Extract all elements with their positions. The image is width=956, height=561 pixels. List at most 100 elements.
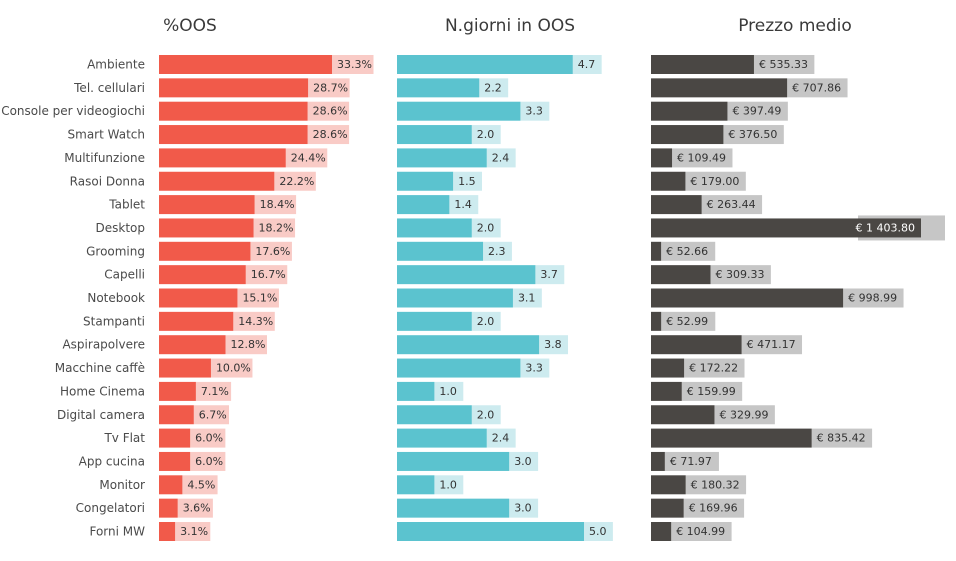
value-label-n-giorni-in-oos-desktop: 2.0 bbox=[477, 221, 495, 234]
label-bg-oos-tel-cellulari bbox=[308, 78, 350, 98]
bar-prezzo-medio-tel-cellulari bbox=[651, 78, 788, 98]
label-bg-n-giorni-in-oos-console-per-videogiochi bbox=[520, 101, 550, 121]
value-label-prezzo-medio-tv-flat: € 835.42 bbox=[817, 432, 866, 445]
label-bg-oos-digital-camera bbox=[193, 405, 230, 425]
value-label-prezzo-medio-digital-camera: € 329.99 bbox=[719, 408, 768, 421]
label-bg-oos-aspirapolvere bbox=[225, 335, 267, 355]
label-bg-oos-grooming bbox=[250, 241, 292, 261]
value-label-prezzo-medio-capelli: € 309.33 bbox=[715, 268, 764, 281]
label-bg-n-giorni-in-oos-digital-camera bbox=[471, 405, 501, 425]
value-label-oos-monitor: 4.5% bbox=[187, 478, 215, 491]
label-bg-prezzo-medio-multifunzione bbox=[672, 148, 733, 168]
label-bg-prezzo-medio-congelatori bbox=[683, 498, 745, 518]
value-label-oos-ambiente: 33.3% bbox=[337, 58, 372, 71]
bar-n-giorni-in-oos-console-per-videogiochi bbox=[397, 101, 521, 121]
value-label-oos-digital-camera: 6.7% bbox=[199, 408, 227, 421]
bar-n-giorni-in-oos-app-cucina bbox=[397, 451, 510, 471]
bar-n-giorni-in-oos-grooming bbox=[397, 241, 484, 261]
label-bg-n-giorni-in-oos-congelatori bbox=[509, 498, 539, 518]
category-label-console-per-videogiochi: Console per videogiochi bbox=[1, 104, 145, 118]
value-label-oos-capelli: 16.7% bbox=[251, 268, 286, 281]
bar-oos-capelli bbox=[159, 265, 246, 285]
value-label-oos-app-cucina: 6.0% bbox=[195, 455, 223, 468]
value-label-prezzo-medio-console-per-videogiochi: € 397.49 bbox=[732, 105, 781, 118]
label-bg-prezzo-medio-console-per-videogiochi bbox=[727, 101, 788, 121]
category-label-desktop: Desktop bbox=[96, 221, 146, 235]
label-bg-oos-notebook bbox=[237, 288, 279, 308]
bar-n-giorni-in-oos-forni-mw bbox=[397, 522, 584, 541]
value-label-oos-macchine-caffe: 10.0% bbox=[216, 362, 251, 375]
bar-n-giorni-in-oos-monitor bbox=[397, 475, 435, 495]
label-bg-prezzo-medio-app-cucina bbox=[664, 451, 719, 471]
category-label-tablet: Tablet bbox=[108, 198, 145, 212]
bar-n-giorni-in-oos-smart-watch bbox=[397, 125, 472, 145]
label-bg-prezzo-medio-home-cinema bbox=[681, 381, 743, 401]
value-label-oos-aspirapolvere: 12.8% bbox=[230, 338, 265, 351]
value-label-oos-tablet: 18.4% bbox=[260, 198, 295, 211]
bar-oos-digital-camera bbox=[159, 405, 194, 425]
category-label-tv-flat: Tv Flat bbox=[103, 431, 145, 445]
label-bg-n-giorni-in-oos-tel-cellulari bbox=[479, 78, 509, 98]
bar-prezzo-medio-aspirapolvere bbox=[651, 335, 742, 355]
label-bg-n-giorni-in-oos-notebook bbox=[512, 288, 542, 308]
value-label-n-giorni-in-oos-forni-mw: 5.0 bbox=[589, 525, 607, 538]
label-bg-n-giorni-in-oos-aspirapolvere bbox=[539, 335, 569, 355]
bar-prezzo-medio-smart-watch bbox=[651, 125, 724, 145]
label-bg-oos-console-per-videogiochi bbox=[307, 101, 350, 121]
bar-oos-desktop bbox=[159, 218, 254, 238]
bar-oos-rasoi-donna bbox=[159, 171, 275, 191]
value-label-oos-tv-flat: 6.0% bbox=[195, 432, 223, 445]
label-bg-oos-monitor bbox=[182, 475, 218, 495]
bar-n-giorni-in-oos-desktop bbox=[397, 218, 472, 238]
label-bg-prezzo-medio-monitor bbox=[685, 475, 747, 495]
value-label-n-giorni-in-oos-multifunzione: 2.4 bbox=[492, 151, 510, 164]
label-bg-oos-multifunzione bbox=[285, 148, 328, 168]
bar-oos-app-cucina bbox=[159, 451, 191, 471]
label-bg-prezzo-medio-capelli bbox=[710, 265, 771, 285]
bar-n-giorni-in-oos-rasoi-donna bbox=[397, 171, 454, 191]
bar-n-giorni-in-oos-home-cinema bbox=[397, 381, 435, 401]
value-label-prezzo-medio-home-cinema: € 159.99 bbox=[687, 385, 736, 398]
value-label-n-giorni-in-oos-app-cucina: 3.0 bbox=[514, 455, 532, 468]
label-bg-n-giorni-in-oos-app-cucina bbox=[509, 451, 539, 471]
label-bg-oos-rasoi-donna bbox=[274, 171, 316, 191]
bar-n-giorni-in-oos-macchine-caffe bbox=[397, 358, 521, 378]
label-bg-prezzo-medio-tablet bbox=[701, 195, 763, 215]
value-label-prezzo-medio-macchine-caffe: € 172.22 bbox=[689, 362, 738, 375]
label-bg-prezzo-medio-stampanti bbox=[661, 311, 716, 331]
value-label-prezzo-medio-forni-mw: € 104.99 bbox=[676, 525, 725, 538]
bar-oos-stampanti bbox=[159, 311, 234, 331]
category-label-congelatori: Congelatori bbox=[76, 501, 145, 515]
bar-prezzo-medio-stampanti bbox=[651, 311, 662, 331]
label-bg-n-giorni-in-oos-smart-watch bbox=[471, 125, 501, 145]
label-bg-oos-congelatori bbox=[177, 498, 213, 518]
value-label-oos-desktop: 18.2% bbox=[259, 221, 294, 234]
value-label-n-giorni-in-oos-ambiente: 4.7 bbox=[578, 58, 596, 71]
label-bg-n-giorni-in-oos-home-cinema bbox=[434, 381, 464, 401]
bar-oos-console-per-videogiochi bbox=[159, 101, 308, 121]
value-label-n-giorni-in-oos-congelatori: 3.0 bbox=[514, 502, 532, 515]
bar-n-giorni-in-oos-multifunzione bbox=[397, 148, 487, 168]
label-bg-n-giorni-in-oos-monitor bbox=[434, 475, 464, 495]
bar-n-giorni-in-oos-aspirapolvere bbox=[397, 335, 540, 355]
bar-oos-tablet bbox=[159, 195, 255, 215]
category-label-stampanti: Stampanti bbox=[83, 314, 145, 328]
bar-n-giorni-in-oos-congelatori bbox=[397, 498, 510, 518]
label-bg-oos-home-cinema bbox=[195, 381, 232, 401]
bar-oos-aspirapolvere bbox=[159, 335, 226, 355]
label-bg-prezzo-medio-grooming bbox=[661, 241, 716, 261]
panel-title-prezzo-medio: Prezzo medio bbox=[738, 16, 852, 36]
bar-prezzo-medio-console-per-videogiochi bbox=[651, 101, 728, 121]
label-bg-prezzo-medio-rasoi-donna bbox=[685, 171, 746, 191]
label-bg-oos-ambiente bbox=[332, 55, 374, 74]
label-bg-prezzo-medio-forni-mw bbox=[671, 522, 732, 541]
value-label-oos-multifunzione: 24.4% bbox=[291, 151, 326, 164]
value-label-oos-stampanti: 14.3% bbox=[238, 315, 273, 328]
category-label-app-cucina: App cucina bbox=[79, 454, 145, 468]
value-label-prezzo-medio-notebook: € 998.99 bbox=[848, 292, 897, 305]
panel-title-n-giorni-in-oos: N.giorni in OOS bbox=[445, 16, 575, 36]
value-label-n-giorni-in-oos-capelli: 3.7 bbox=[540, 268, 558, 281]
bar-prezzo-medio-desktop bbox=[651, 218, 921, 238]
category-label-aspirapolvere: Aspirapolvere bbox=[62, 338, 145, 352]
bar-n-giorni-in-oos-ambiente bbox=[397, 55, 573, 74]
